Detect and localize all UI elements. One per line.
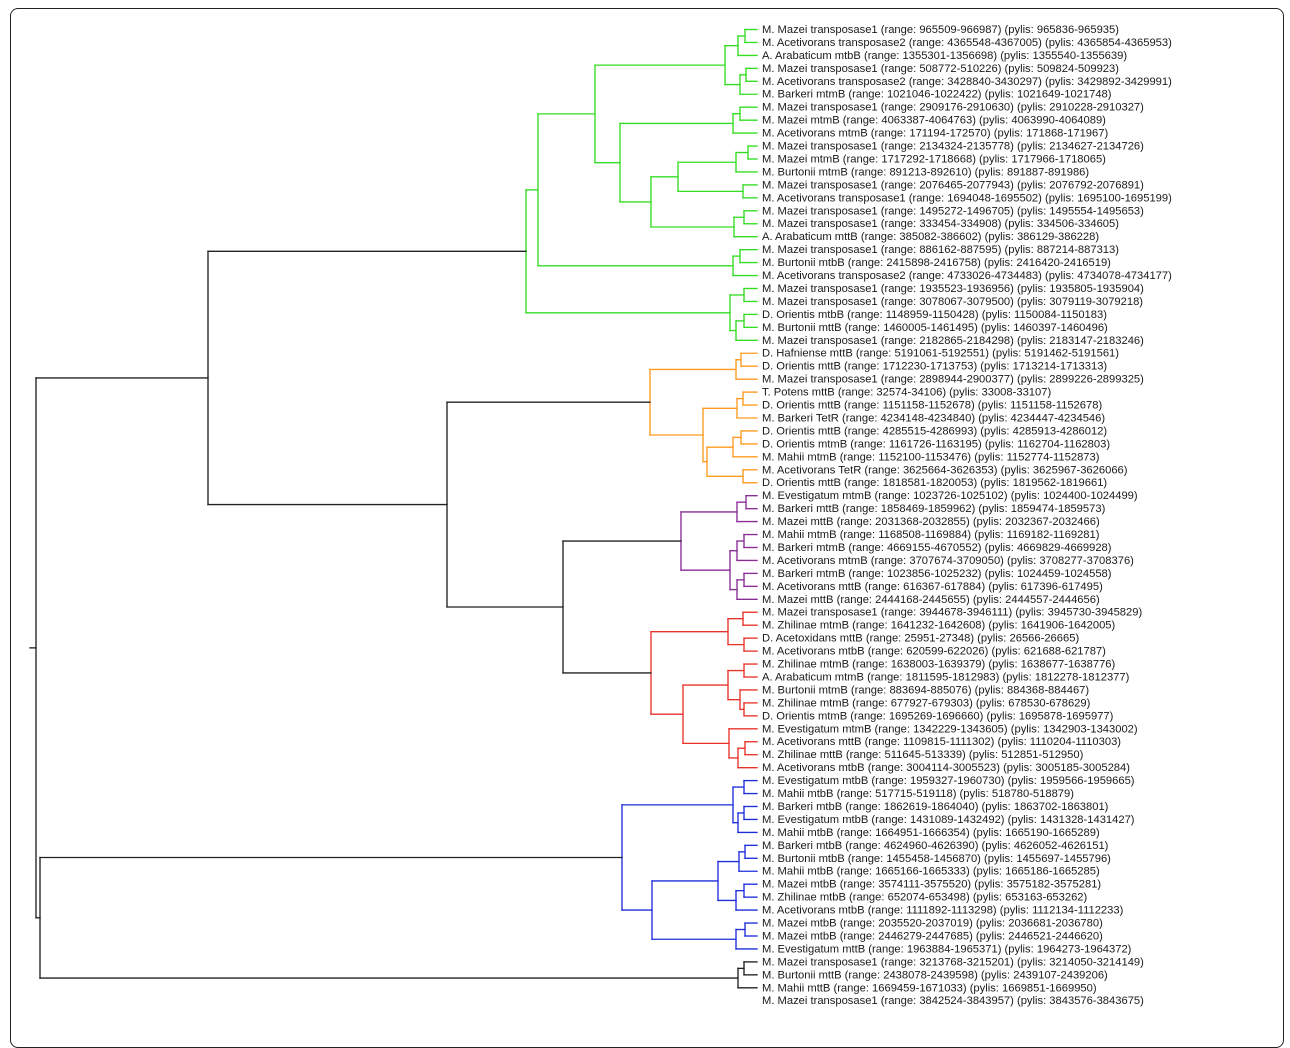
- leaf-label: M. Burtonii mtbB (range: 2415898-2416758…: [762, 257, 1111, 269]
- leaf-label: M. Mazei transposase1 (range: 2076465-20…: [762, 179, 1144, 191]
- leaf-label: M. Mazei transposase1 (range: 2134324-21…: [762, 141, 1144, 153]
- leaf-label: D. Orientis mttB (range: 4285515-4286993…: [762, 425, 1107, 437]
- leaf-label: M. Mazei transposase1 (range: 3213768-32…: [762, 956, 1144, 968]
- leaf-label: M. Mazei transposase1 (range: 508772-510…: [762, 63, 1119, 75]
- leaf-label: M. Mazei mtbB (range: 3574111-3575520) (…: [762, 879, 1101, 891]
- leaf-label: M. Barkeri mtmB (range: 1023856-1025232)…: [762, 568, 1112, 580]
- leaf-label: M. Barkeri mtmB (range: 1021046-1022422)…: [762, 89, 1112, 101]
- leaf-label: M. Barkeri mtmB (range: 4669155-4670552)…: [762, 542, 1112, 554]
- leaf-label: M. Evestigatum mttB (range: 1963884-1965…: [762, 943, 1132, 955]
- leaf-label: M. Zhilinae mtbB (range: 652074-653498) …: [762, 892, 1088, 904]
- leaf-label: M. Burtonii mtmB (range: 891213-892610) …: [762, 166, 1089, 178]
- leaf-label: M. Zhilinae mtmB (range: 677927-679303) …: [762, 697, 1091, 709]
- leaf-label: M. Barkeri mttB (range: 1858469-1859962)…: [762, 503, 1106, 515]
- leaf-label: M. Acetivorans mtbB (range: 3004114-3005…: [762, 762, 1130, 774]
- leaf-label: T. Potens mttB (range: 32574-34106) (pyl…: [762, 387, 1051, 399]
- leaf-label: D. Hafniense mttB (range: 5191061-519255…: [762, 348, 1119, 360]
- leaf-label: M. Mazei transposase1 (range: 965509-966…: [762, 24, 1119, 36]
- leaf-label: M. Mahii mtmB (range: 1168508-1169884) (…: [762, 529, 1100, 541]
- leaf-label: M. Barkeri mtbB (range: 1862619-1864040)…: [762, 801, 1109, 813]
- leaf-label: D. Orientis mtmB (range: 1161726-1163195…: [762, 438, 1110, 450]
- leaf-label: M. Mazei mttB (range: 2444168-2445655) (…: [762, 594, 1100, 606]
- leaf-label: M. Barkeri TetR (range: 4234148-4234840)…: [762, 412, 1105, 424]
- leaf-label: M. Mahii mtmB (range: 1152100-1153476) (…: [762, 451, 1100, 463]
- leaf-label: M. Mazei mtmB (range: 1717292-1718668) (…: [762, 153, 1106, 165]
- leaf-label: A. Arabaticum mtmB (range: 1811595-18129…: [762, 671, 1130, 683]
- leaf-label: M. Mazei mtbB (range: 2035520-2037019) (…: [762, 918, 1103, 930]
- leaf-label: M. Mazei transposase1 (range: 333454-334…: [762, 218, 1119, 230]
- leaf-label: A. Arabaticum mttB (range: 385082-386602…: [762, 231, 1099, 243]
- leaf-label: M. Mazei transposase1 (range: 2909176-29…: [762, 102, 1144, 114]
- leaf-label: M. Acetivorans mtmB (range: 3707674-3709…: [762, 555, 1134, 567]
- leaf-label: M. Evestigatum mtbB (range: 1959327-1960…: [762, 775, 1135, 787]
- leaf-label: M. Acetivorans mtbB (range: 620599-62202…: [762, 646, 1106, 658]
- leaf-label: M. Acetivorans transposase2 (range: 4365…: [762, 37, 1172, 49]
- leaf-label: M. Acetivorans mttB (range: 1109815-1111…: [762, 736, 1121, 748]
- leaf-label: M. Zhilinae mtmB (range: 1641232-1642608…: [762, 620, 1116, 632]
- leaf-label: M. Mazei transposase1 (range: 3078067-30…: [762, 296, 1143, 308]
- leaf-label: M. Acetivorans transposase2 (range: 3428…: [762, 76, 1172, 88]
- leaf-label: M. Mazei transposase1 (range: 2182865-21…: [762, 335, 1144, 347]
- leaf-label: M. Evestigatum mtmB (range: 1342229-1343…: [762, 723, 1138, 735]
- leaf-label: M. Mahii mtbB (range: 1664951-1666354) (…: [762, 827, 1100, 839]
- leaf-label: M. Mazei mtmB (range: 4063387-4064763) (…: [762, 115, 1106, 127]
- leaf-label: D. Orientis mttB (range: 1151158-1152678…: [762, 400, 1102, 412]
- leaf-label: M. Burtonii mttB (range: 2438078-2439598…: [762, 969, 1108, 981]
- leaf-label: D. Orientis mttB (range: 1712230-1713753…: [762, 361, 1107, 373]
- leaf-label: M. Mazei transposase1 (range: 3944678-39…: [762, 607, 1142, 619]
- leaf-label: M. Acetivorans mtbB (range: 1111892-1113…: [762, 905, 1124, 917]
- leaf-label: M. Mazei transposase1 (range: 1495272-14…: [762, 205, 1144, 217]
- leaf-label: M. Mahii mttB (range: 1669459-1671033) (…: [762, 982, 1097, 994]
- leaf-label: M. Acetivorans mttB (range: 616367-61788…: [762, 581, 1103, 593]
- leaf-label: M. Burtonii mttB (range: 1460005-1461495…: [762, 322, 1108, 334]
- leaf-label: M. Acetivorans TetR (range: 3625664-3626…: [762, 464, 1128, 476]
- leaf-label: D. Orientis mtmB (range: 1695269-1696660…: [762, 710, 1114, 722]
- leaf-label: M. Burtonii mtbB (range: 1455458-1456870…: [762, 853, 1111, 865]
- leaf-label: M. Acetivorans mtmB (range: 171194-17257…: [762, 128, 1108, 140]
- leaf-label: M. Mazei mttB (range: 2031368-2032855) (…: [762, 516, 1100, 528]
- leaf-label: M. Mazei transposase1 (range: 1935523-19…: [762, 283, 1144, 295]
- phylogenetic-tree: M. Mazei transposase1 (range: 965509-966…: [29, 24, 1172, 1007]
- leaf-label: M. Mazei transposase1 (range: 886162-887…: [762, 244, 1119, 256]
- leaf-label: D. Orientis mtbB (range: 1148959-1150428…: [762, 309, 1107, 321]
- leaf-label: M. Mazei transposase1 (range: 3842524-38…: [762, 995, 1144, 1007]
- leaf-label: D. Acetoxidans mttB (range: 25951-27348)…: [762, 633, 1079, 645]
- leaf-label: M. Evestigatum mtmB (range: 1023726-1025…: [762, 490, 1138, 502]
- leaf-label: M. Acetivorans transposase1 (range: 1694…: [762, 192, 1172, 204]
- leaf-label: M. Burtonii mtmB (range: 883694-885076) …: [762, 684, 1089, 696]
- leaf-label: M. Mazei transposase1 (range: 2898944-29…: [762, 374, 1144, 386]
- leaf-label: M. Mazei mtbB (range: 2446279-2447685) (…: [762, 930, 1103, 942]
- leaf-label: M. Acetivorans transposase2 (range: 4733…: [762, 270, 1172, 282]
- leaf-label: M. Zhilinae mtmB (range: 1638003-1639379…: [762, 659, 1116, 671]
- leaf-label: M. Evestigatum mtbB (range: 1431089-1432…: [762, 814, 1135, 826]
- leaf-label: M. Zhilinae mttB (range: 511645-513339) …: [762, 749, 1084, 761]
- leaf-label: M. Barkeri mtbB (range: 4624960-4626390)…: [762, 840, 1109, 852]
- leaf-label: A. Arabaticum mtbB (range: 1355301-13566…: [762, 50, 1127, 62]
- leaf-label: D. Orientis mttB (range: 1818581-1820053…: [762, 477, 1107, 489]
- leaf-label: M. Mahii mtbB (range: 1665166-1665333) (…: [762, 866, 1100, 878]
- leaf-label: M. Mahii mtbB (range: 517715-519118) (py…: [762, 788, 1074, 800]
